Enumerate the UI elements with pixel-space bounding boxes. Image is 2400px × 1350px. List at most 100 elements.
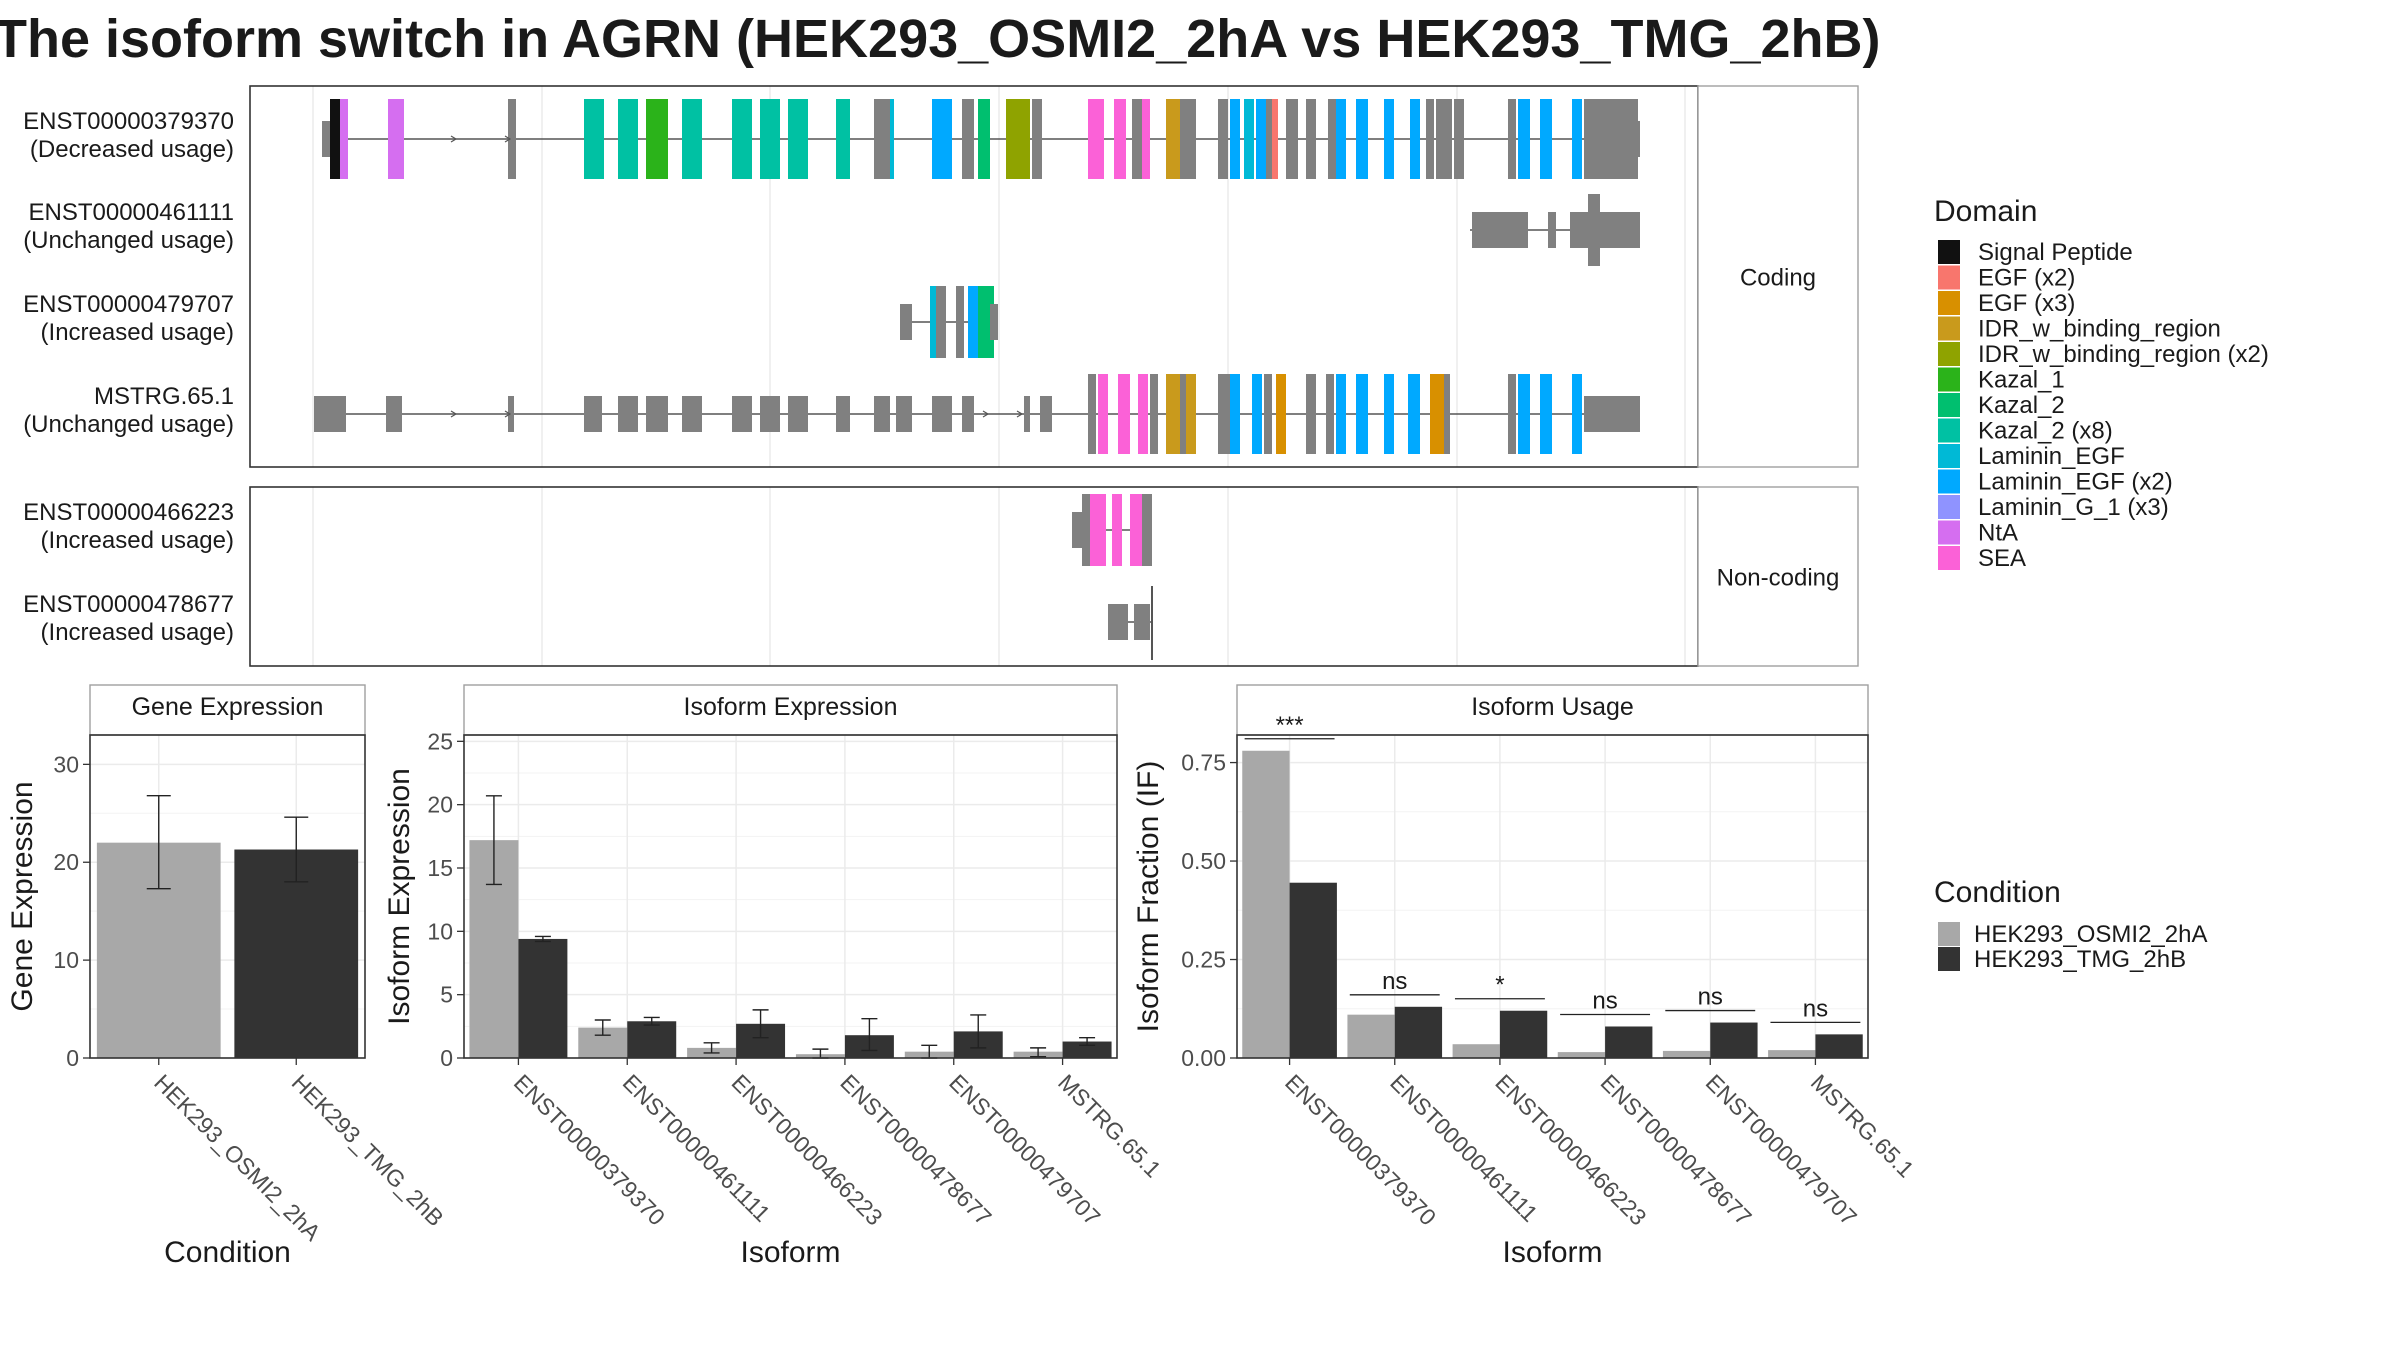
y-tick-label: 0.25: [1181, 947, 1226, 973]
exon-block: [682, 99, 702, 179]
exon-block: [1426, 99, 1434, 179]
bar: [518, 938, 568, 1058]
bar: [1289, 882, 1337, 1058]
exon-block: [962, 99, 974, 179]
figure-title: The isoform switch in AGRN (HEK293_OSMI2…: [0, 9, 1881, 69]
domain-legend-key: [1938, 316, 1960, 341]
condition-legend-key: [1938, 947, 1960, 971]
exon-block: [896, 396, 912, 432]
exon-block: [1142, 99, 1150, 179]
x-axis-title: Isoform: [1502, 1236, 1602, 1269]
exon-block: [1326, 374, 1334, 454]
exon-block: [1472, 212, 1528, 248]
coding-transcript-id-label: ENST00000379370: [23, 108, 234, 135]
exon-block: [1356, 374, 1368, 454]
exon-block: [732, 396, 752, 432]
domain-legend-label: Signal Peptide: [1978, 239, 2133, 266]
exon-block: [1264, 374, 1272, 454]
exon-block: [388, 99, 404, 179]
exon-block: [1584, 396, 1640, 432]
strand-arrow: [504, 410, 512, 418]
exon-block: [1108, 604, 1128, 640]
bar: [1557, 1052, 1606, 1058]
exon-block: [1032, 99, 1042, 179]
condition-legend-key: [1938, 922, 1960, 946]
exon-block: [874, 99, 890, 179]
strand-arrow: [450, 135, 458, 143]
domain-legend-key: [1938, 240, 1960, 264]
domain-legend-key: [1938, 520, 1960, 545]
exon-block: [1540, 374, 1552, 454]
condition-legend-title: Condition: [1934, 876, 2061, 909]
exon-block: [990, 304, 998, 340]
exon-block: [314, 396, 346, 432]
domain-legend-label: EGF (x3): [1978, 290, 2075, 317]
exon-block: [1006, 99, 1030, 179]
exon-block: [932, 396, 952, 432]
exon-block: [1572, 374, 1582, 454]
exon-block: [836, 396, 850, 432]
exon-block: [962, 396, 974, 432]
exon-block: [1150, 374, 1158, 454]
exon-block: [788, 99, 808, 179]
bar: [1347, 1014, 1395, 1058]
domain-legend-key: [1938, 291, 1960, 315]
bar: [1815, 1034, 1863, 1058]
exon-block: [874, 396, 890, 432]
exon-block: [788, 396, 808, 432]
exon-block: [1186, 99, 1196, 179]
domain-legend-key: [1938, 418, 1960, 443]
y-axis-title: Gene Expression: [6, 781, 39, 1011]
strand-arrow: [982, 410, 990, 418]
exon-block: [732, 99, 752, 179]
y-tick-label: 30: [53, 751, 79, 777]
domain-legend-title: Domain: [1934, 195, 2037, 228]
exon-block: [646, 396, 668, 432]
exon-block: [1336, 99, 1346, 179]
coding-transcript-id-label: ENST00000461111: [29, 199, 235, 226]
y-axis-title: Isoform Fraction (IF): [1132, 761, 1165, 1033]
y-tick-label: 0.50: [1181, 848, 1226, 874]
y-tick-label: 0: [66, 1045, 79, 1071]
x-tick-label: MSTRG.65.1: [1806, 1069, 1919, 1182]
exon-block: [1600, 212, 1640, 248]
exon-block: [618, 99, 638, 179]
condition-legend-label: HEK293_OSMI2_2hA: [1974, 921, 2207, 948]
exon-block: [1230, 99, 1240, 179]
x-tick-label: MSTRG.65.1: [1053, 1069, 1166, 1182]
exon-block: [1272, 99, 1278, 179]
domain-legend-label: NtA: [1978, 520, 2018, 547]
exon-block: [386, 396, 402, 432]
plot-frame: [89, 734, 366, 1059]
domain-legend-key: [1938, 444, 1960, 468]
coding-transcript-id-label: MSTRG.65.1: [94, 383, 234, 410]
noncoding-transcript-usage-label: (Increased usage): [41, 619, 234, 646]
exon-block: [1244, 99, 1254, 179]
exon-block: [1588, 194, 1600, 266]
coding-panel-strip-label: Coding: [1740, 265, 1816, 292]
exon-block: [978, 99, 990, 179]
coding-transcript-usage-label: (Decreased usage): [30, 136, 234, 163]
exon-block: [1130, 494, 1142, 566]
domain-legend-key: [1938, 342, 1960, 366]
domain-legend-label: Kazal_1: [1978, 367, 2065, 394]
facet-strip: [1236, 684, 1869, 736]
domain-legend-label: Kazal_2: [1978, 392, 2065, 419]
exon-block: [584, 99, 604, 179]
bar: [1452, 1044, 1500, 1058]
domain-legend-label: IDR_w_binding_region: [1978, 316, 2221, 343]
exon-block: [1454, 99, 1464, 179]
bar: [1605, 1026, 1653, 1058]
domain-legend-key: [1938, 393, 1960, 417]
exon-block: [1090, 494, 1106, 566]
exon-block: [1384, 374, 1394, 454]
exon-block: [1436, 99, 1452, 179]
exon-block: [1082, 494, 1090, 566]
facet-title: Gene Expression: [132, 693, 324, 721]
exon-block: [1508, 374, 1516, 454]
exon-block: [1444, 374, 1450, 454]
y-tick-label: 0.00: [1181, 1045, 1226, 1071]
exon-block: [1518, 99, 1530, 179]
domain-legend-label: Laminin_EGF: [1978, 443, 2125, 470]
exon-block: [330, 99, 340, 179]
